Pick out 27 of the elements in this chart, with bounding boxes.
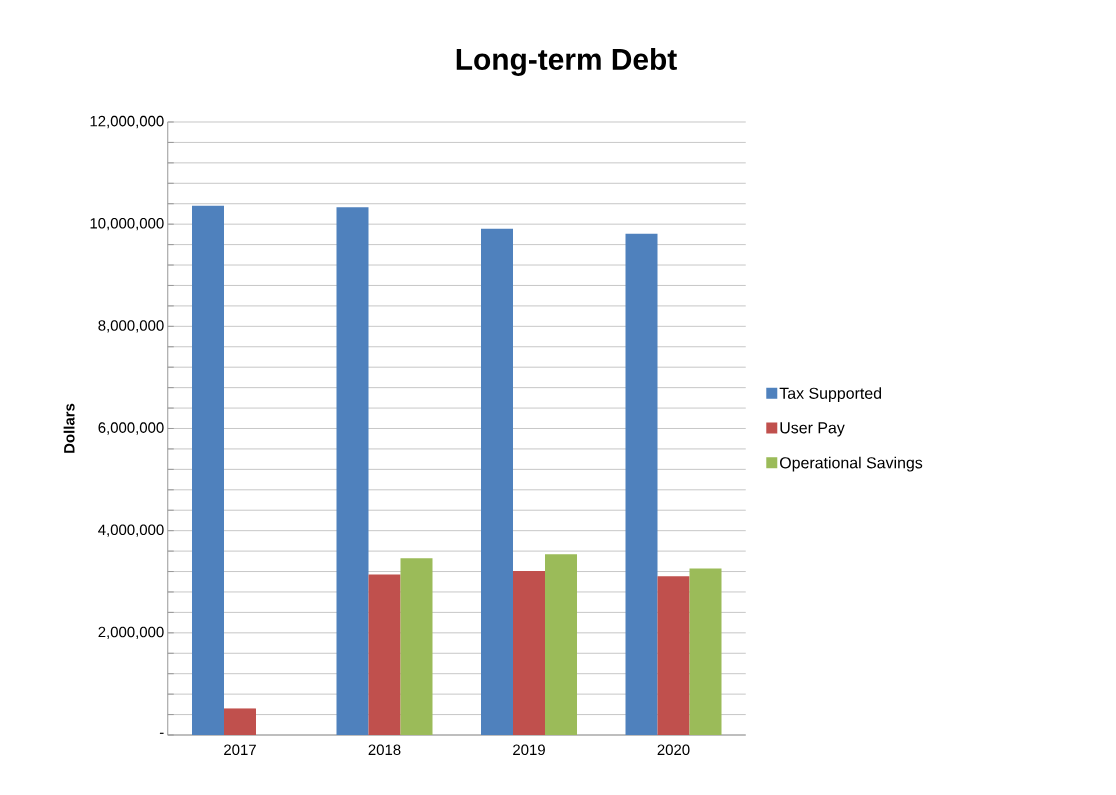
legend-label: Operational Savings — [780, 456, 923, 472]
legend-label: Tax Supported — [779, 387, 882, 403]
bar — [689, 568, 722, 735]
bar — [657, 576, 690, 735]
bar — [224, 708, 256, 735]
x-tick-label: 2018 — [368, 744, 401, 756]
y-tick-label: 2,000,000 — [98, 626, 164, 639]
bar — [513, 571, 545, 735]
y-tick-label: 12,000,000 — [90, 115, 164, 129]
y-tick-label: - — [159, 732, 164, 734]
y-tick-label: 10,000,000 — [90, 217, 164, 231]
bar — [336, 207, 369, 735]
bar — [545, 554, 577, 735]
bar — [625, 233, 658, 735]
bar — [481, 228, 513, 735]
y-tick-label: 4,000,000 — [98, 524, 164, 537]
bar — [368, 574, 401, 735]
y-tick-label: 8,000,000 — [98, 320, 164, 333]
y-axis-title: Dollars — [63, 403, 75, 453]
x-tick-label: 2020 — [657, 744, 690, 756]
x-tick-label: 2017 — [224, 744, 256, 756]
chart-title: Long-term Debt — [456, 48, 677, 76]
bar — [400, 558, 433, 735]
y-tick-label: 6,000,000 — [98, 422, 164, 435]
bar — [192, 205, 224, 735]
x-tick-label: 2019 — [513, 744, 545, 756]
legend-label: User Pay — [780, 422, 845, 437]
